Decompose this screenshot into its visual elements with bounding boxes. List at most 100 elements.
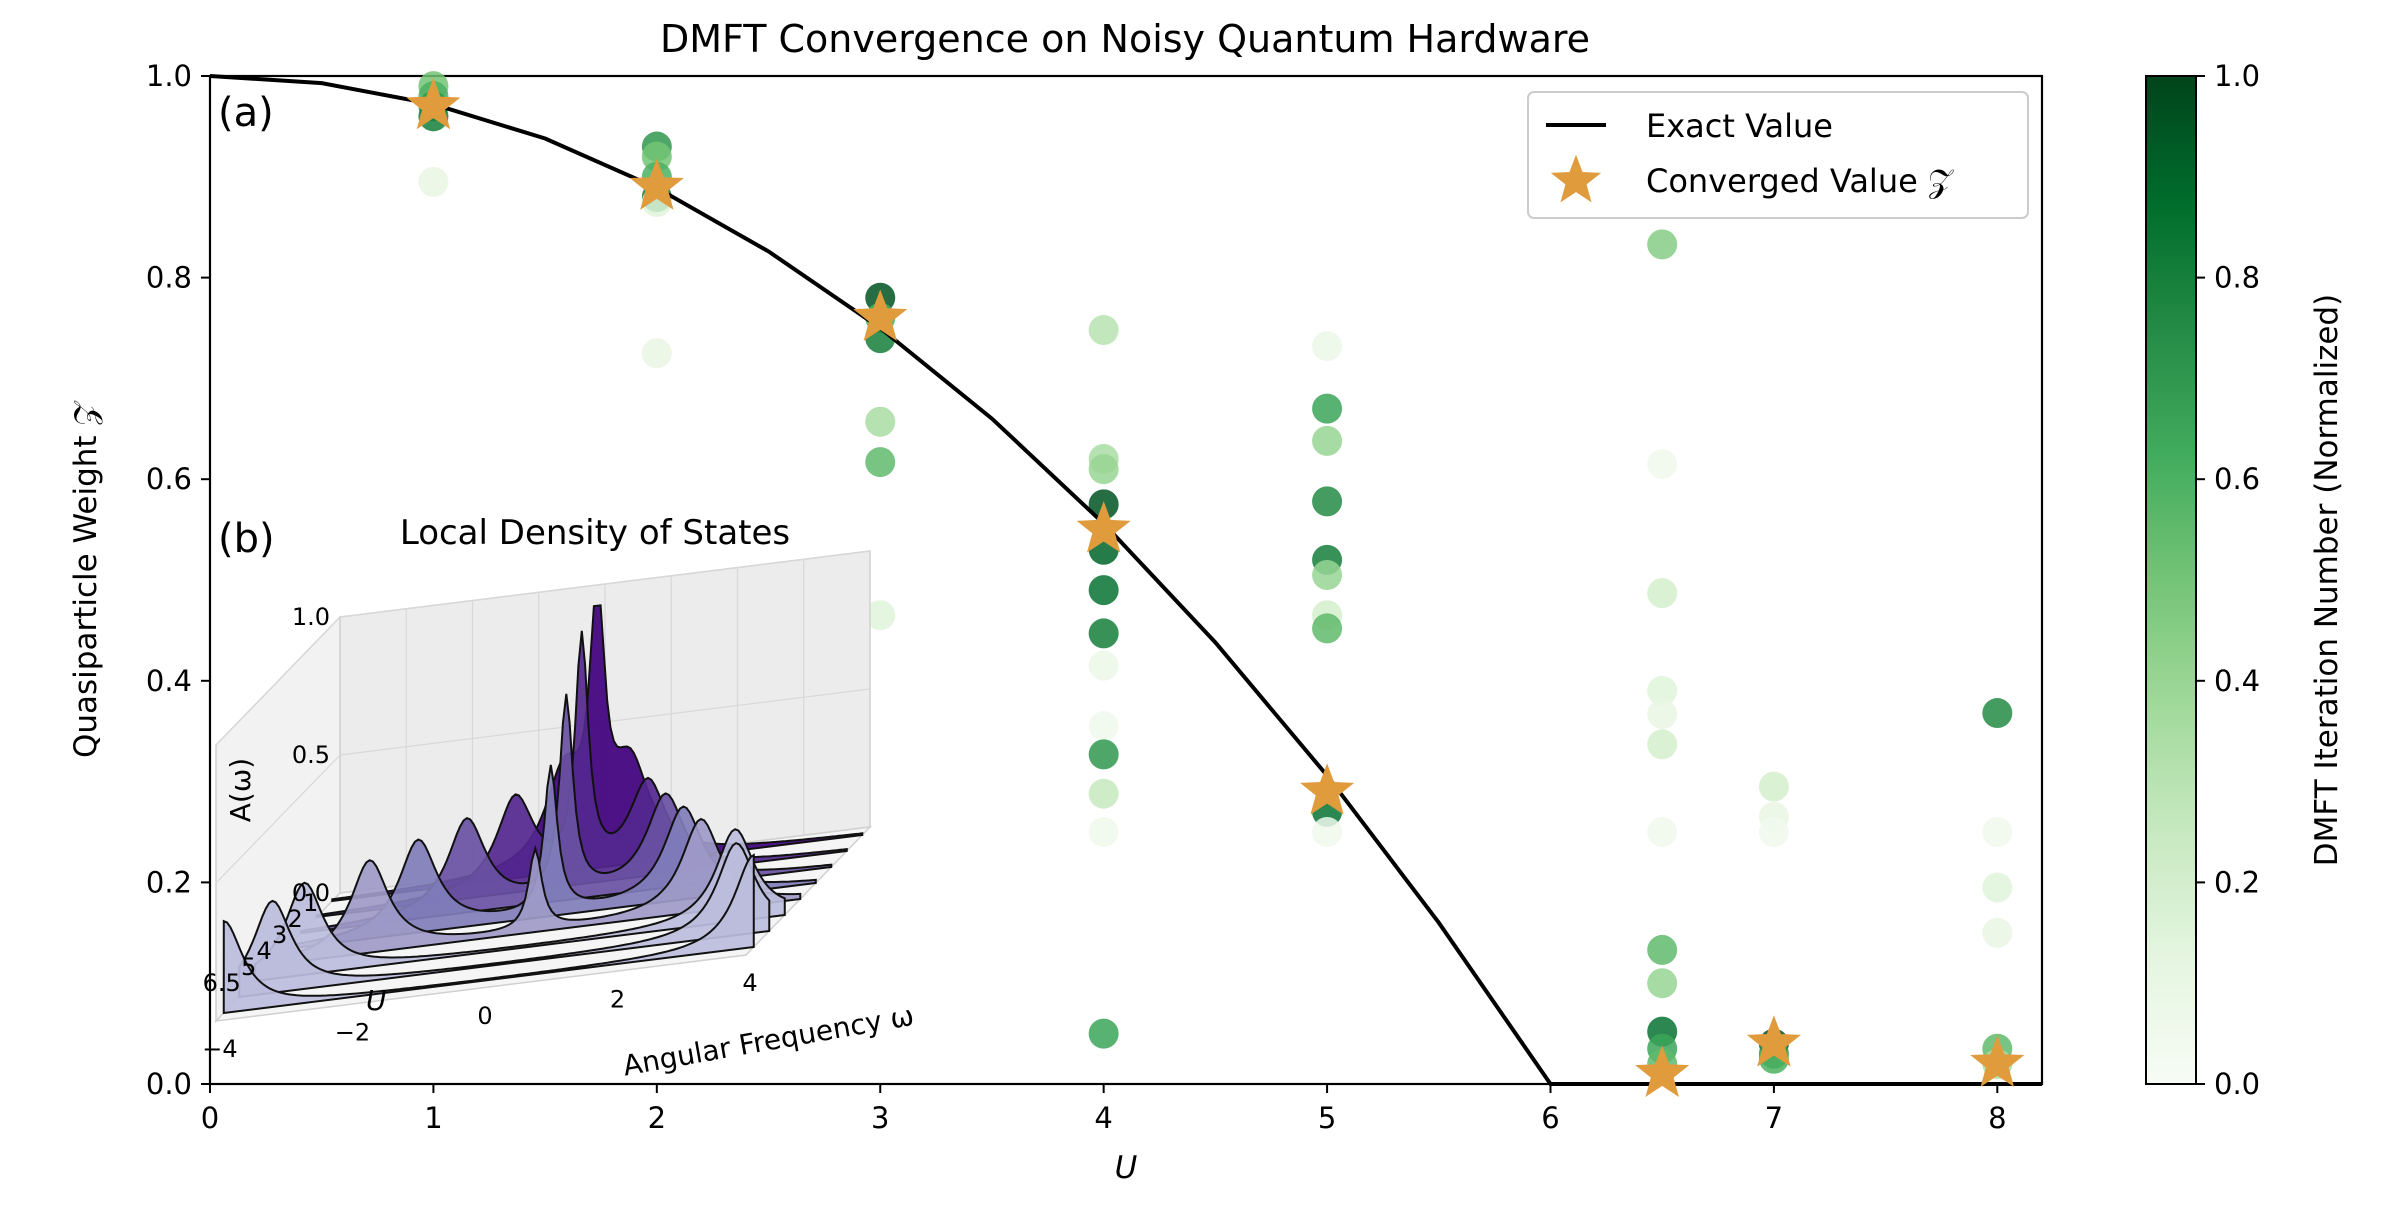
iteration-point bbox=[1088, 739, 1119, 770]
ldos-inset: Local Density of States 0.00.51.0123456.… bbox=[202, 513, 916, 1082]
inset-z-tick: 0.5 bbox=[292, 741, 330, 769]
legend-converged-label: Converged Value 𝒵 bbox=[1646, 162, 1954, 200]
inset-u-tick: 2 bbox=[287, 905, 302, 933]
y-axis-ticks: 0.0 0.2 0.4 0.6 0.8 1.0 bbox=[146, 59, 210, 1101]
inset-u-tick: 6.5 bbox=[203, 969, 241, 997]
colorbar-tick-label: 0.2 bbox=[2214, 865, 2260, 899]
legend-exact-label: Exact Value bbox=[1646, 107, 1833, 145]
iteration-point bbox=[1982, 917, 2013, 948]
panel-label-a: (a) bbox=[218, 90, 274, 136]
iteration-point bbox=[641, 338, 672, 369]
iteration-point bbox=[1982, 698, 2013, 729]
iteration-point bbox=[1647, 729, 1678, 760]
x-tick-label: 2 bbox=[648, 1101, 666, 1135]
x-axis-ticks: 0 1 2 3 4 5 6 7 8 bbox=[201, 1084, 2007, 1135]
iteration-point bbox=[1088, 575, 1119, 606]
converged-stars bbox=[406, 77, 2025, 1097]
iteration-point bbox=[1647, 968, 1678, 999]
iteration-point bbox=[1312, 393, 1343, 424]
iteration-point bbox=[1088, 650, 1119, 681]
chart-title: DMFT Convergence on Noisy Quantum Hardwa… bbox=[660, 17, 1590, 61]
iteration-point bbox=[1758, 817, 1789, 847]
panel-label-b: (b) bbox=[218, 516, 275, 562]
x-tick-label: 8 bbox=[1988, 1101, 2006, 1135]
x-tick-label: 5 bbox=[1318, 1101, 1336, 1135]
inset-grid-line bbox=[215, 616, 341, 746]
x-tick-label: 0 bbox=[201, 1101, 219, 1135]
inset-grid-line bbox=[339, 550, 871, 618]
inset-u-label: U bbox=[366, 984, 387, 1017]
inset-u-tick: 4 bbox=[256, 937, 271, 965]
inset-w-tick: 4 bbox=[742, 969, 757, 997]
inset-z-tick: 1.0 bbox=[292, 603, 330, 631]
converged-star bbox=[1076, 501, 1131, 553]
iteration-point bbox=[865, 447, 896, 478]
iteration-point bbox=[1647, 934, 1678, 965]
inset-ridges bbox=[222, 604, 864, 1015]
iteration-point bbox=[1647, 229, 1678, 260]
colorbar-tick-label: 0.4 bbox=[2214, 664, 2260, 698]
x-tick-label: 1 bbox=[424, 1101, 442, 1135]
iteration-point bbox=[1312, 559, 1343, 590]
plot-frame bbox=[208, 74, 2044, 1086]
inset-w-label: Angular Frequency ω bbox=[620, 999, 916, 1083]
colorbar: 0.0 0.2 0.4 0.6 0.8 1.0 DMFT Iteration Number… bbox=[2145, 59, 2345, 1101]
y-tick-label: 0.4 bbox=[146, 664, 192, 698]
iteration-point bbox=[1758, 771, 1789, 802]
converged-star bbox=[1635, 1045, 1690, 1097]
colorbar-gradient bbox=[2145, 75, 2197, 1085]
iteration-point bbox=[1312, 613, 1343, 644]
iteration-point bbox=[1088, 315, 1119, 346]
y-tick-label: 0.8 bbox=[146, 261, 192, 295]
inset-ridge bbox=[269, 817, 802, 967]
x-axis-label: U bbox=[1115, 1150, 1138, 1186]
converged-star bbox=[1970, 1035, 2025, 1087]
iteration-point bbox=[418, 166, 449, 197]
y-tick-label: 1.0 bbox=[146, 59, 192, 93]
y-tick-label: 0.6 bbox=[146, 462, 192, 496]
inset-ridge bbox=[238, 841, 771, 999]
legend-converged-swatch bbox=[1550, 154, 1602, 203]
inset-w-tick: 0 bbox=[477, 1002, 492, 1030]
x-tick-label: 3 bbox=[871, 1101, 889, 1135]
colorbar-tick-label: 0.0 bbox=[2214, 1067, 2260, 1101]
legend-box bbox=[1527, 91, 2029, 219]
iteration-point bbox=[1088, 1018, 1119, 1049]
iteration-point bbox=[1982, 872, 2013, 903]
inset-u-tick: 1 bbox=[303, 889, 318, 917]
inset-z-label: A(ω) bbox=[224, 758, 257, 822]
converged-star bbox=[1746, 1015, 1801, 1067]
inset-w-tick: −4 bbox=[202, 1035, 237, 1063]
iteration-point bbox=[1088, 618, 1119, 649]
y-tick-label: 0.2 bbox=[146, 865, 192, 899]
y-axis-label: Quasiparticle Weight 𝒵 bbox=[68, 401, 104, 758]
iteration-point bbox=[1647, 699, 1678, 730]
iteration-point bbox=[865, 600, 896, 631]
iteration-point bbox=[1312, 817, 1343, 847]
inset-z-tick: 0.0 bbox=[292, 879, 330, 907]
iteration-point bbox=[1088, 454, 1119, 485]
inset-u-tick: 5 bbox=[241, 953, 256, 981]
converged-star bbox=[853, 289, 908, 341]
converged-star bbox=[629, 158, 684, 210]
inset-w-tick: −2 bbox=[335, 1019, 370, 1047]
iteration-point bbox=[1088, 817, 1119, 847]
iteration-point bbox=[865, 406, 896, 437]
iteration-point bbox=[1088, 778, 1119, 809]
iteration-point bbox=[1312, 486, 1343, 517]
iteration-point bbox=[1312, 331, 1343, 362]
iteration-point bbox=[1647, 817, 1678, 847]
iteration-point bbox=[1647, 449, 1678, 480]
inset-u-tick: 3 bbox=[272, 921, 287, 949]
y-tick-label: 0.0 bbox=[146, 1067, 192, 1101]
inset-w-tick: 2 bbox=[610, 986, 625, 1014]
colorbar-ticks: 0.0 0.2 0.4 0.6 0.8 1.0 bbox=[2196, 59, 2260, 1101]
x-tick-label: 4 bbox=[1094, 1101, 1112, 1135]
exact-value-line bbox=[209, 74, 2042, 1086]
x-tick-label: 6 bbox=[1541, 1101, 1559, 1135]
converged-star bbox=[406, 77, 461, 130]
colorbar-tick-label: 0.6 bbox=[2214, 462, 2260, 496]
legend: Exact Value Converged Value 𝒵 bbox=[1527, 91, 2029, 219]
